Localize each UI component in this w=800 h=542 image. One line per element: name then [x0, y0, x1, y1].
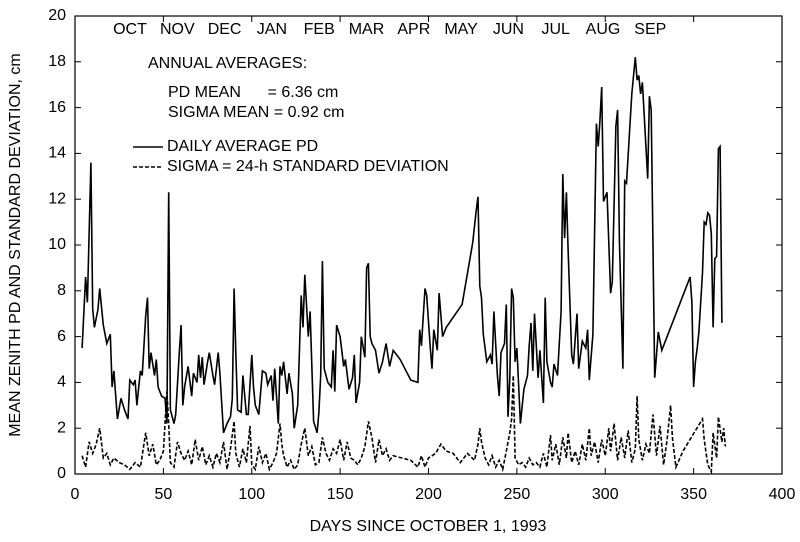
x-axis-label: DAYS SINCE OCTOBER 1, 1993: [310, 518, 547, 535]
x-tick-label: 0: [71, 486, 80, 503]
x-tick-label: 50: [154, 486, 172, 503]
y-tick-label: 4: [57, 374, 66, 391]
y-tick-label: 2: [57, 419, 66, 436]
month-label: MAY: [444, 21, 478, 38]
y-tick-label: 18: [48, 53, 66, 70]
series-line: [81, 57, 723, 434]
series-line: [81, 375, 727, 475]
month-label: SEP: [634, 21, 666, 38]
x-tick-label: 200: [415, 486, 442, 503]
month-label: FEB: [304, 21, 335, 38]
annotation: SIGMA MEAN = 0.92 cm: [168, 104, 345, 121]
y-tick-label: 6: [57, 328, 66, 345]
month-label: MAR: [349, 21, 385, 38]
month-label: NOV: [160, 21, 195, 38]
y-tick-label: 10: [48, 236, 66, 253]
x-tick-label: 250: [504, 486, 531, 503]
y-tick-label: 20: [48, 7, 66, 24]
month-label: DEC: [208, 21, 242, 38]
month-label: JUN: [493, 21, 524, 38]
x-tick-label: 300: [592, 486, 619, 503]
x-tick-label: 100: [238, 486, 265, 503]
x-tick-label: 350: [680, 486, 707, 503]
month-label: JUL: [541, 21, 570, 38]
month-label: AUG: [586, 21, 621, 38]
x-tick-label: 400: [769, 486, 796, 503]
y-tick-label: 8: [57, 282, 66, 299]
y-tick-label: 16: [48, 99, 66, 116]
annotation: ANNUAL AVERAGES:: [148, 55, 307, 72]
month-label: JAN: [257, 21, 287, 38]
month-label: APR: [397, 21, 430, 38]
x-tick-label: 150: [327, 486, 354, 503]
y-tick-label: 14: [48, 145, 66, 162]
annotation: PD MEAN = 6.36 cm: [168, 84, 338, 101]
y-tick-label: 0: [57, 465, 66, 482]
legend-label: SIGMA = 24-h STANDARD DEVIATION: [167, 158, 449, 175]
legend-label: DAILY AVERAGE PD: [167, 138, 318, 155]
y-axis-label: MEAN ZENITH PD AND STANDARD DEVIATION, c…: [7, 53, 24, 436]
month-label: OCT: [113, 21, 147, 38]
y-tick-label: 12: [48, 190, 66, 207]
